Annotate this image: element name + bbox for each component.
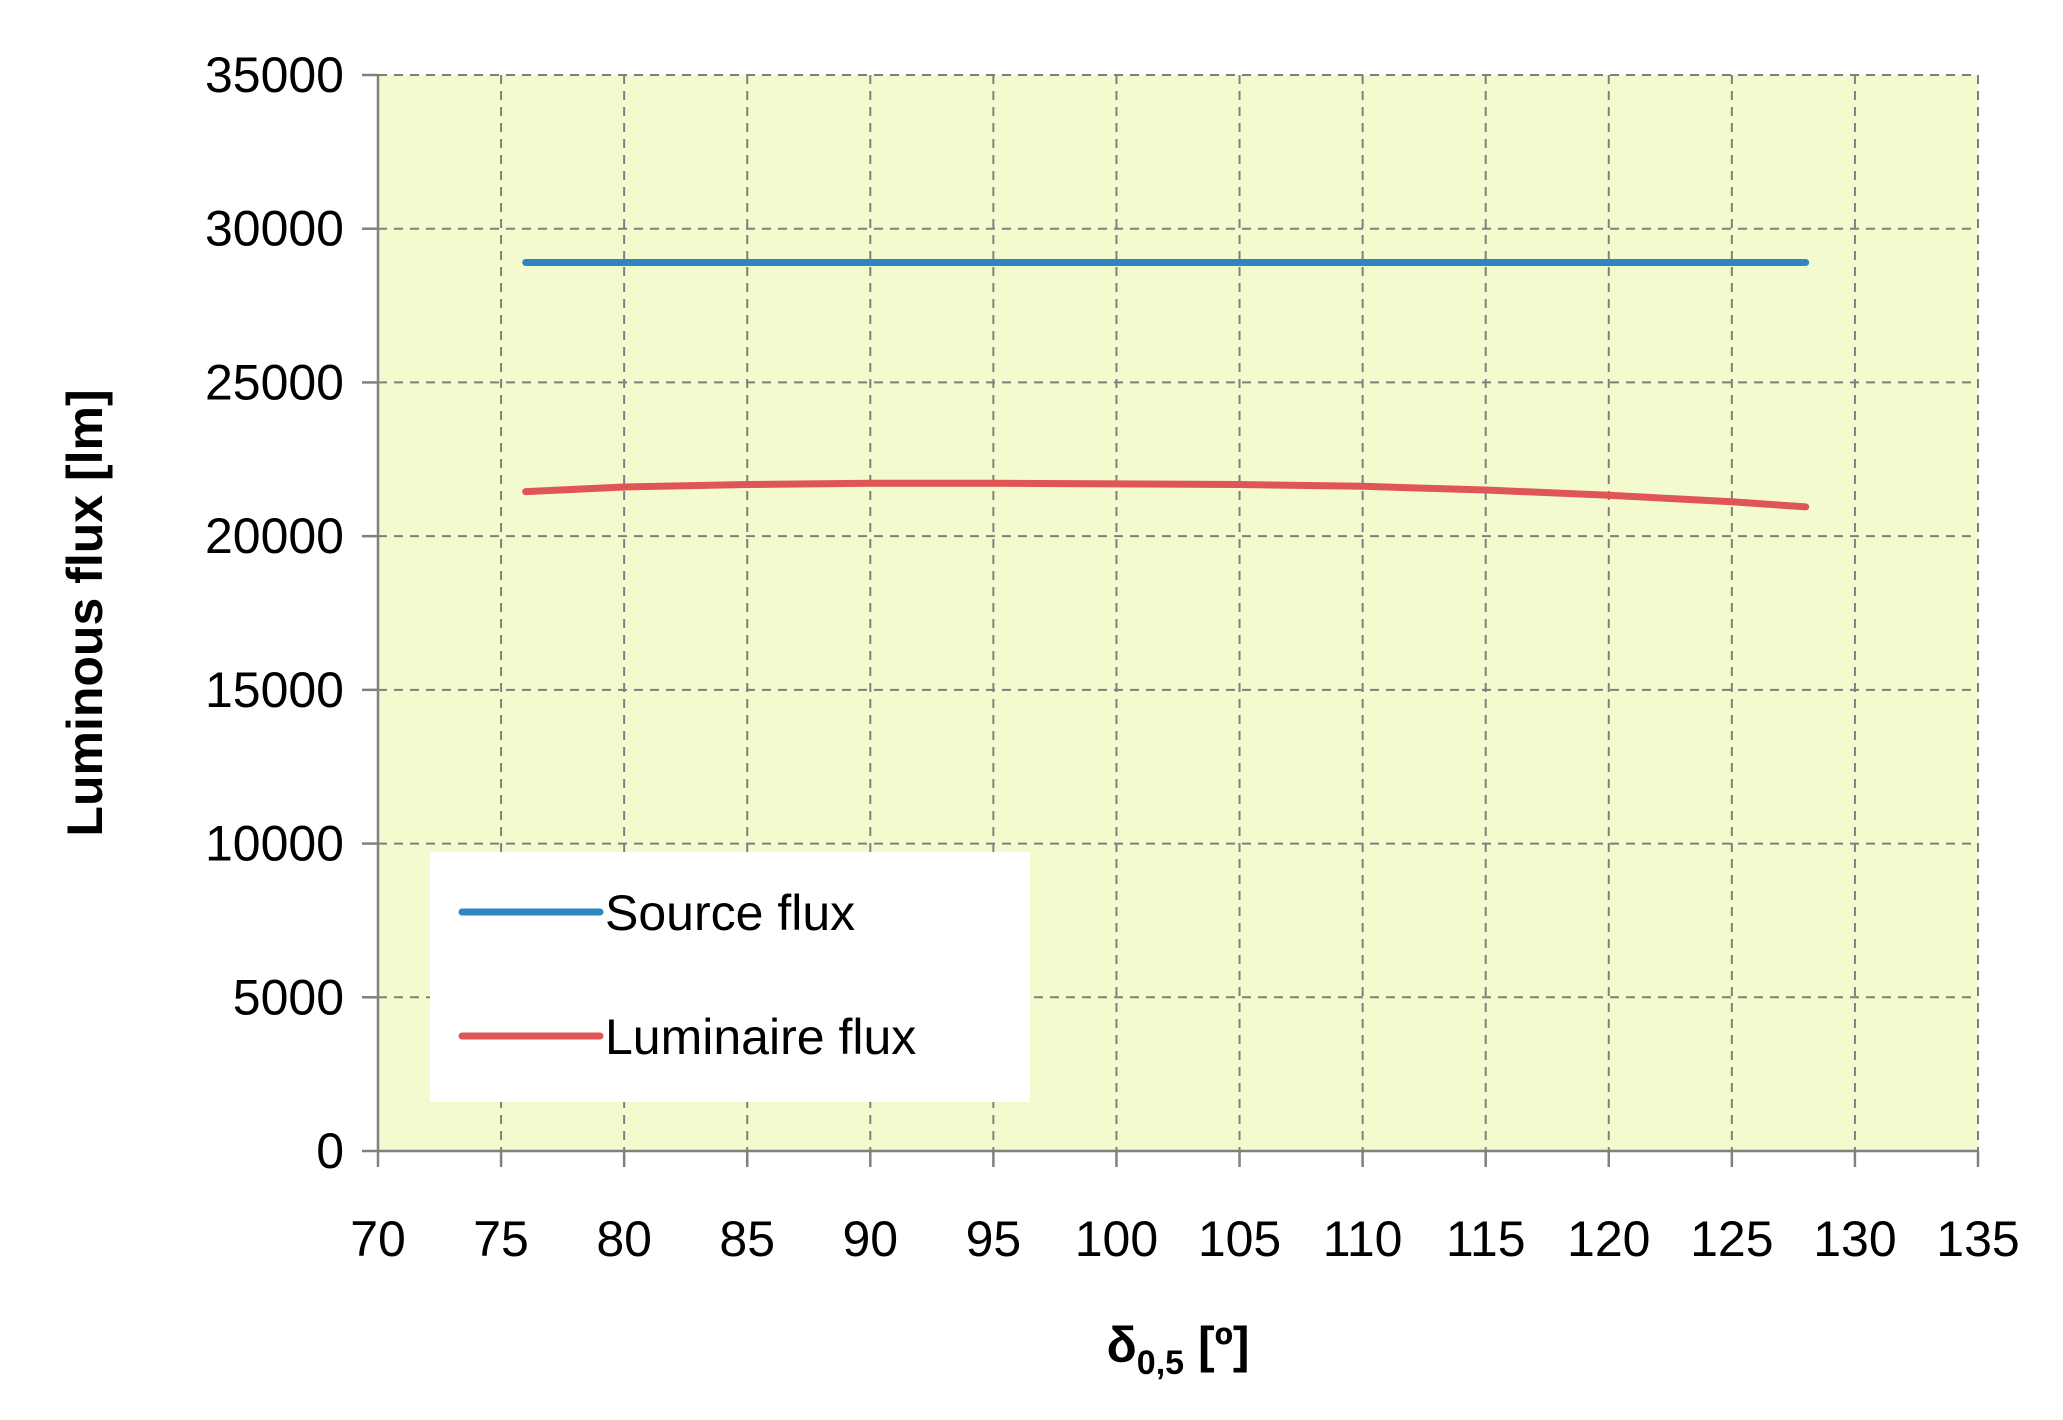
y-tick-label: 25000 (205, 354, 344, 410)
y-axis-tick-labels: 0 5000 10000 15000 20000 25000 30000 35000 (205, 47, 344, 1179)
x-tick-label: 120 (1567, 1211, 1650, 1267)
x-axis-title: δ0,5 [º] (1106, 1317, 1249, 1382)
x-tick-label: 100 (1075, 1211, 1158, 1267)
x-tick-label: 95 (966, 1211, 1022, 1267)
x-tick-label: 115 (1446, 1211, 1526, 1267)
series-lines (522, 259, 1810, 511)
x-tick-label: 75 (473, 1211, 529, 1267)
x-tick-label: 90 (842, 1211, 898, 1267)
y-tick-label: 10000 (205, 816, 344, 872)
x-axis-title-unit: [º] (1184, 1317, 1249, 1373)
x-axis-title-subscript: 0,5 (1137, 1344, 1184, 1382)
series-line-luminaire-flux (522, 479, 1810, 511)
x-tick-label: 110 (1323, 1211, 1403, 1267)
x-tick-label: 125 (1690, 1211, 1773, 1267)
x-axis-title-symbol: δ (1106, 1317, 1136, 1373)
legend: Source flux Luminaire flux (430, 852, 1030, 1102)
x-tick-label: 105 (1198, 1211, 1281, 1267)
y-tick-label: 0 (316, 1123, 344, 1179)
x-tick-label: 135 (1936, 1211, 2019, 1267)
x-tick-label: 130 (1813, 1211, 1896, 1267)
y-tick-label: 15000 (205, 662, 344, 718)
x-tick-label: 70 (350, 1211, 406, 1267)
x-axis-tick-labels: 70 75 80 85 90 95 100 105 110 115 120 125 130 135 (350, 1211, 2020, 1267)
legend-label-source-flux: Source flux (605, 885, 855, 941)
y-tick-label: 30000 (205, 201, 344, 257)
y-tick-label: 5000 (233, 969, 344, 1025)
legend-label-luminaire-flux: Luminaire flux (605, 1009, 916, 1065)
y-axis-title: Luminous flux [lm] (57, 389, 113, 836)
x-tick-label: 80 (596, 1211, 652, 1267)
axes (362, 73, 1980, 1167)
x-tick-label: 85 (719, 1211, 775, 1267)
y-tick-label: 20000 (205, 508, 344, 564)
legend-box (430, 852, 1030, 1102)
y-tick-label: 35000 (205, 47, 344, 103)
